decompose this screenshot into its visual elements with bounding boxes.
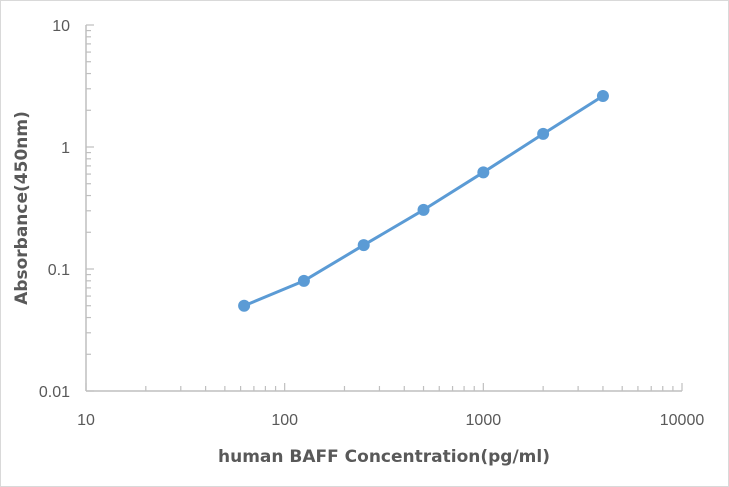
y-tick-label: 10: [52, 18, 70, 35]
axes: [85, 24, 683, 392]
y-tick-label: 0.1: [48, 262, 70, 279]
data-point: [596, 89, 609, 102]
data-point: [537, 127, 550, 140]
y-tick-label: 0.01: [39, 384, 70, 401]
data-point: [357, 239, 370, 252]
x-tick-label: 1000: [466, 412, 502, 429]
data-point: [477, 166, 490, 179]
y-tick-label: 1: [61, 140, 70, 157]
data-series: [238, 89, 609, 312]
data-point: [417, 203, 430, 216]
x-axis-title: human BAFF Concentration(pg/ml): [218, 447, 550, 467]
x-tick-label: 10: [77, 412, 95, 429]
data-point: [238, 299, 251, 312]
y-axis-title: Absorbance(450nm): [12, 111, 32, 305]
data-point: [297, 274, 310, 287]
series-line: [243, 94, 604, 308]
x-tick-label: 100: [271, 412, 298, 429]
x-tick-label: 10000: [660, 412, 705, 429]
tick-labels: 10 100 1000 10000 0.01 0.1 1 10: [39, 18, 704, 429]
